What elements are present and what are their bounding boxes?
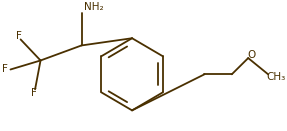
Text: F: F	[1, 64, 7, 75]
Text: F: F	[31, 88, 37, 98]
Text: F: F	[16, 31, 22, 41]
Text: CH₃: CH₃	[266, 72, 285, 82]
Text: NH₂: NH₂	[84, 2, 103, 12]
Text: O: O	[247, 50, 256, 60]
